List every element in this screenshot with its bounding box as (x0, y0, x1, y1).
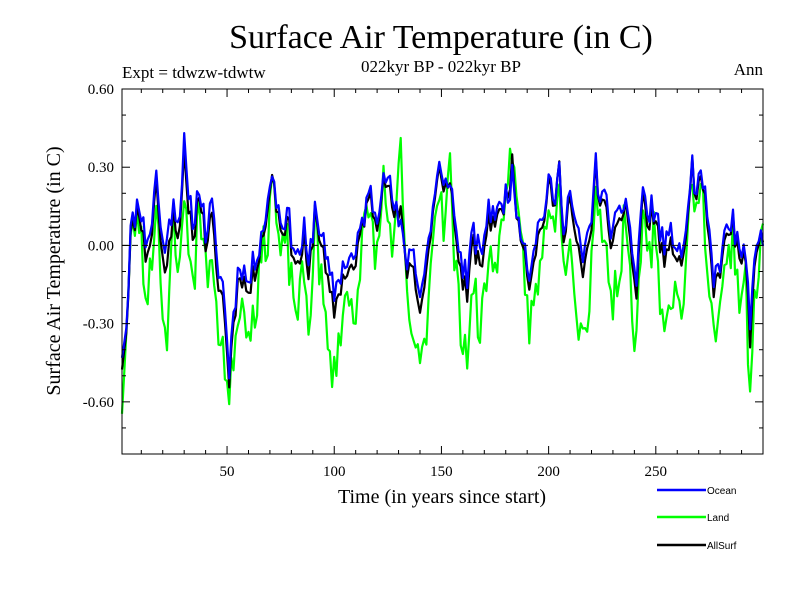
series-line-ocean (120, 132, 765, 380)
x-tick-label: 50 (220, 464, 235, 480)
period-label: Ann (734, 60, 764, 79)
series-line-land (120, 136, 765, 414)
tick-layer: 50 100 150 200 250 -0.60 -0.30 0.00 0.30 0.60 (83, 82, 763, 480)
legend-label-ocean: Ocean (707, 486, 736, 497)
legend: Ocean Land AllSurf (657, 486, 737, 552)
x-axis-label: Time (in years since start) (338, 486, 546, 508)
chart-title: Surface Air Temperature (in C) (229, 19, 653, 56)
legend-label-land: Land (707, 513, 729, 524)
y-tick-label: -0.30 (83, 317, 114, 333)
y-axis-label: Surface Air Temperature (in C) (43, 146, 65, 395)
y-tick-label: 0.60 (88, 82, 114, 98)
chart-subtitle: 022kyr BP - 022kyr BP (361, 57, 521, 76)
expt-label: Expt = tdwzw-tdwtw (122, 63, 266, 82)
legend-label-allsurf: AllSurf (707, 541, 737, 552)
x-tick-label: 200 (537, 464, 560, 480)
series-line-allsurf (120, 147, 765, 389)
y-tick-label: 0.00 (88, 238, 114, 254)
x-tick-label: 250 (645, 464, 668, 480)
y-tick-label: 0.30 (88, 160, 114, 176)
y-tick-label: -0.60 (83, 395, 114, 411)
series-layer (120, 132, 765, 414)
x-tick-label: 150 (430, 464, 453, 480)
x-tick-label: 100 (323, 464, 346, 480)
